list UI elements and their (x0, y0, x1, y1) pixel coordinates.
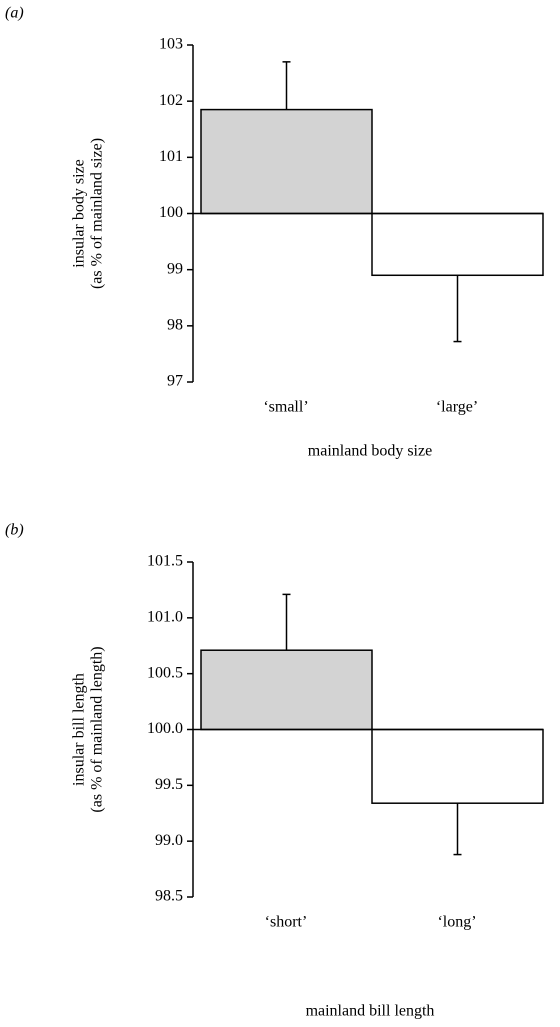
y-axis-label: insular body size (71, 159, 88, 267)
y-axis-label: insular bill length (71, 673, 88, 786)
x-tick-label: ‘small’ (263, 399, 308, 416)
y-axis-label: (as % of mainland length) (89, 646, 106, 812)
y-tick-label: 98.5 (155, 888, 183, 905)
y-tick-label: 100.5 (147, 664, 183, 681)
bar (200, 108, 373, 215)
panel-label: (b) (5, 522, 24, 539)
x-axis-label: mainland body size (308, 443, 432, 460)
y-axis-label: (as % of mainland size) (89, 138, 106, 289)
y-tick-label: 100 (159, 204, 183, 221)
y-tick-label: 99.0 (155, 832, 183, 849)
x-tick-label: ‘short’ (265, 914, 308, 931)
x-tick-label: ‘large’ (436, 399, 478, 416)
bar (371, 728, 544, 804)
y-tick-label: 100.0 (147, 720, 183, 737)
y-tick-label: 97 (167, 373, 183, 390)
y-tick-label: 99 (167, 260, 183, 277)
y-tick-label: 99.5 (155, 776, 183, 793)
x-tick-label: ‘long’ (437, 914, 476, 931)
y-tick-label: 101.0 (147, 609, 183, 626)
x-axis-label: mainland bill length (306, 1003, 435, 1020)
y-tick-label: 102 (159, 92, 183, 109)
panel-label: (a) (5, 5, 24, 22)
y-tick-label: 98 (167, 317, 183, 334)
y-tick-label: 101.5 (147, 553, 183, 570)
y-tick-label: 101 (159, 148, 183, 165)
bar (371, 212, 544, 277)
y-tick-label: 103 (159, 36, 183, 53)
bar (200, 649, 373, 731)
